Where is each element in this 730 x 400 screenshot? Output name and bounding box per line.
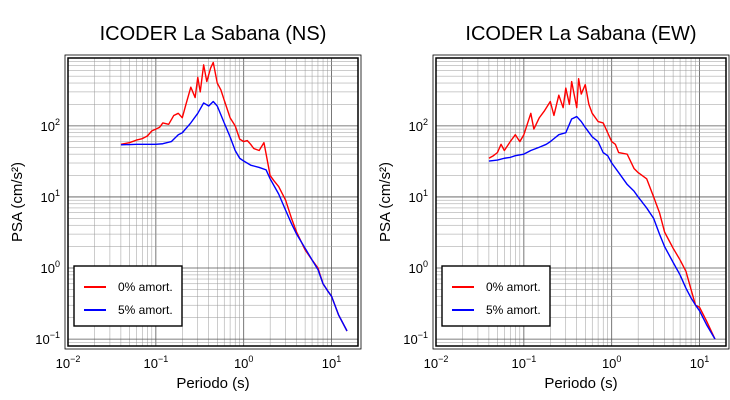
y-axis-label: PSA (cm/s²) [377, 162, 394, 242]
y-tick-label: 101 [409, 188, 428, 205]
grid [67, 57, 359, 347]
legend-label: 5% amort. [486, 303, 541, 317]
plot-frame-outer [64, 54, 362, 350]
y-tick-label: 10−1 [403, 330, 428, 347]
x-tick-label: 101 [322, 354, 341, 371]
chart-title: ICODER La Sabana (NS) [100, 23, 327, 45]
plot-frame-outer [432, 54, 730, 350]
chart-panel-0: ICODER La Sabana (NS) 10−2 10−1 100 101 10−1 1… [9, 23, 362, 392]
chart-panel-1: ICODER La Sabana (EW) 10−2 10−1 100 101 10−1 1… [377, 23, 730, 392]
x-tick-label: 101 [690, 354, 709, 371]
x-axis-label: Periodo (s) [544, 375, 617, 392]
legend-label: 0% amort. [486, 280, 541, 294]
series-line-0 [120, 61, 348, 332]
x-tick-label: 10−2 [424, 354, 449, 371]
x-tick-label: 10−1 [511, 354, 536, 371]
series-line-1 [120, 100, 348, 332]
legend-box [73, 265, 183, 327]
y-axis-label: PSA (cm/s²) [9, 162, 26, 242]
x-tick-label: 10−1 [143, 354, 168, 371]
x-tick-label: 100 [234, 354, 253, 371]
chart-title: ICODER La Sabana (EW) [465, 23, 696, 45]
y-tick-label: 101 [41, 188, 60, 205]
y-tick-label: 100 [41, 259, 60, 276]
y-tick-label: 102 [41, 117, 60, 134]
legend-label: 5% amort. [118, 303, 173, 317]
y-tick-label: 10−1 [35, 330, 60, 347]
legend: 0% amort. 5% amort. [441, 265, 551, 327]
legend: 0% amort. 5% amort. [73, 265, 183, 327]
series-line-1 [488, 115, 716, 340]
plot-frame [435, 57, 727, 347]
legend-label: 0% amort. [118, 280, 173, 294]
y-tick-label: 100 [409, 259, 428, 276]
plot-frame [67, 57, 359, 347]
y-tick-label: 102 [409, 117, 428, 134]
x-tick-label: 100 [602, 354, 621, 371]
x-axis-label: Periodo (s) [176, 375, 249, 392]
legend-box [441, 265, 551, 327]
series-line-0 [488, 78, 716, 340]
x-tick-label: 10−2 [56, 354, 81, 371]
